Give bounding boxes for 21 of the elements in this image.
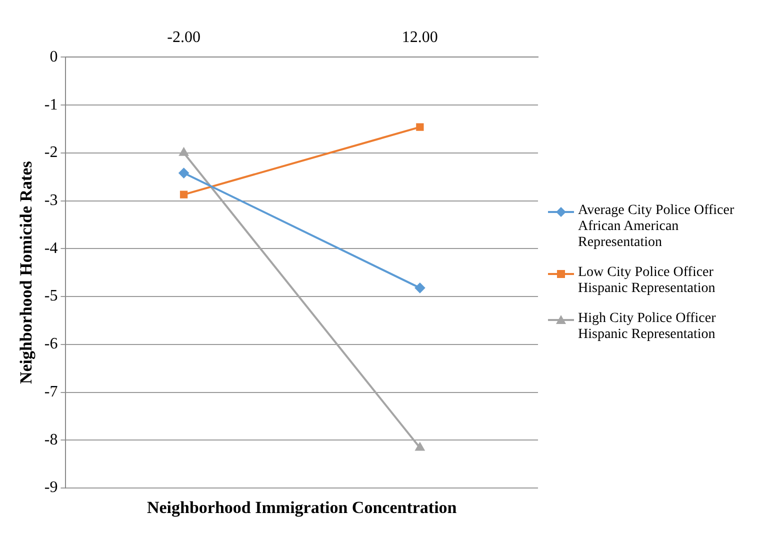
- legend-label: Low City Police Officer Hispanic Representation: [578, 265, 716, 297]
- point: [416, 123, 424, 131]
- x-tick-label: -2.00: [167, 28, 200, 46]
- y-axis-title: Neighborhood Homicide Rates: [16, 160, 36, 384]
- point: [414, 282, 425, 293]
- point: [180, 190, 188, 198]
- legend-label: High City Police Officer Hispanic Representation: [578, 311, 717, 343]
- y-tick-label: -8: [44, 431, 58, 448]
- y-tick-label: -2: [44, 144, 58, 162]
- y-tick-label: -4: [44, 240, 58, 257]
- y-tick-label: -1: [44, 96, 58, 114]
- y-tick-label: -7: [44, 383, 58, 400]
- legend-label: Average City Police Officer African American Representation: [578, 203, 736, 251]
- y-tick-label: -5: [44, 288, 58, 305]
- x-tick-label: 12.00: [402, 28, 438, 46]
- y-tick-label: 0: [50, 48, 58, 66]
- point: [178, 168, 189, 178]
- y-tick-label: -6: [44, 336, 58, 353]
- y-tick-label: -3: [44, 192, 58, 210]
- y-tick-label: -9: [44, 479, 58, 496]
- x-axis-title: Neighborhood Immigration Concentration: [146, 498, 458, 517]
